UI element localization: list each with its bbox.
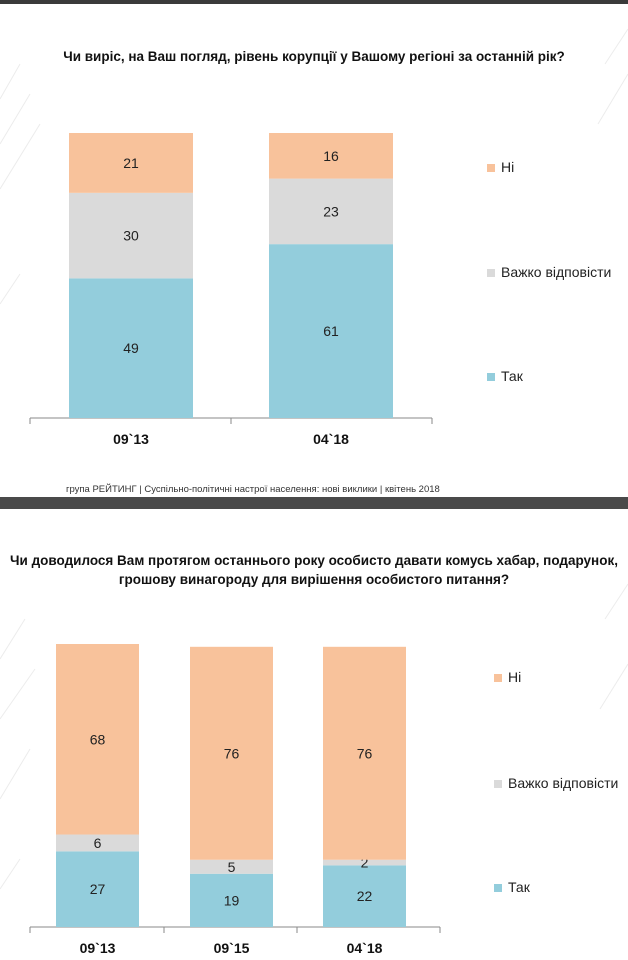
category-label: 09`15 [214, 940, 250, 956]
legend-item-так: Так [487, 368, 524, 384]
bar-segment-так [56, 851, 139, 927]
category-label: 09`13 [80, 940, 116, 956]
background-decoration [0, 28, 628, 305]
legend-item-важко-відповісти: Важко відповісти [487, 264, 611, 280]
data-label: 27 [90, 881, 106, 897]
legend-label: Так [501, 368, 524, 384]
bar-segment-так [323, 865, 406, 927]
bar-segment-ні [323, 646, 406, 860]
legend-item-ні: Ні [494, 669, 521, 685]
data-label: 76 [224, 745, 240, 761]
legend-swatch [487, 269, 495, 277]
bar-segment-так [190, 873, 273, 927]
chart-title-line-1: Чи доводилося Вам протягом останнього ро… [10, 553, 618, 568]
legend-item-важко-відповісти: Важко відповісти [494, 775, 618, 791]
bar-segment-важко-відповісти [269, 178, 393, 245]
chart-title-line-2: грошову винагороду для вирішення особист… [118, 572, 510, 587]
chart-panel-corruption-level: Чи виріс, на Ваш погляд, рівень корупції… [0, 4, 628, 497]
category-label: 04`18 [347, 940, 383, 956]
data-label: 5 [228, 859, 236, 875]
bar-segment-ні [269, 133, 393, 179]
bar-segment-важко-відповісти [56, 834, 139, 852]
bar-segment-так [69, 278, 193, 418]
data-label: 76 [357, 745, 373, 761]
chart-panel-bribery: Чи доводилося Вам протягом останнього ро… [0, 509, 628, 960]
chart-title: Чи виріс, на Ваш погляд, рівень корупції… [63, 49, 565, 64]
background-decoration [0, 583, 628, 890]
legend-item-так: Так [494, 879, 531, 895]
bar-segment-важко-відповісти [323, 859, 406, 866]
legend-label: Ні [501, 159, 514, 175]
legend-swatch [494, 780, 502, 788]
section-divider [0, 497, 628, 509]
data-label: 6 [94, 835, 102, 851]
legend-label: Важко відповісти [508, 775, 618, 791]
legend-label: Важко відповісти [501, 264, 611, 280]
data-label: 22 [357, 888, 373, 904]
legend-swatch [487, 164, 495, 172]
data-label: 68 [90, 731, 106, 747]
bar-segment-важко-відповісти [69, 192, 193, 279]
stacked-bar-chart: 49 30 21 09`13 61 23 16 04`18 Ні Важко відповісти… [29, 133, 611, 447]
bar-segment-важко-відповісти [190, 859, 273, 874]
category-label: 09`13 [113, 431, 149, 447]
data-label: 30 [123, 228, 139, 244]
data-label: 19 [224, 892, 240, 908]
bar-segment-ні [190, 646, 273, 860]
data-label: 49 [123, 340, 139, 356]
data-label: 2 [361, 855, 369, 871]
legend-swatch [494, 674, 502, 682]
legend-swatch [494, 884, 502, 892]
legend-label: Ні [508, 669, 521, 685]
category-label: 04`18 [313, 431, 349, 447]
bar-segment-так [269, 244, 393, 418]
data-label: 23 [323, 203, 339, 219]
bar-segment-ні [69, 133, 193, 193]
chart-title: Чи доводилося Вам протягом останнього ро… [0, 551, 628, 589]
legend-swatch [487, 373, 495, 381]
top-border [0, 0, 628, 4]
data-label: 61 [323, 323, 339, 339]
legend-label: Так [508, 879, 531, 895]
source-line: група РЕЙТИНГ | Суспільно-політичні наст… [66, 484, 440, 495]
data-label: 21 [123, 155, 139, 171]
bar-segment-ні [56, 644, 139, 835]
legend-item-ні: Ні [487, 159, 514, 175]
data-label: 16 [323, 148, 339, 164]
